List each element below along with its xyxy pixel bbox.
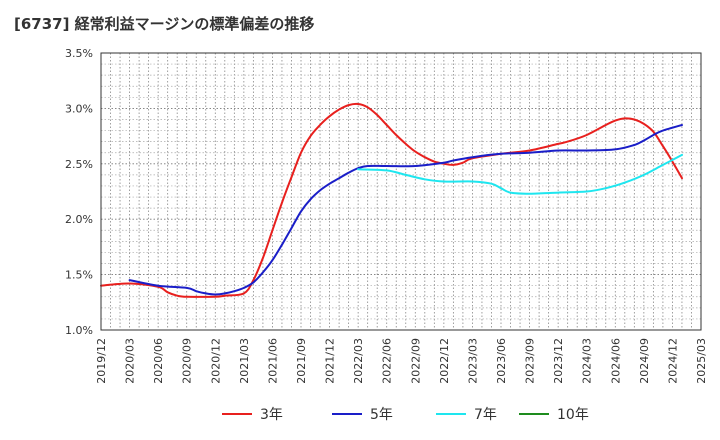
series-layer — [100, 102, 683, 298]
y-tick-label: 3.5% — [65, 47, 93, 60]
x-tick-label: 2021/12 — [324, 338, 337, 384]
x-tick-label: 2024/03 — [581, 338, 594, 384]
x-tick-label: 2023/09 — [524, 338, 537, 384]
y-tick-label: 2.0% — [65, 213, 93, 226]
series-line-5年 — [128, 124, 683, 296]
series-line-3年 — [100, 102, 683, 298]
y-tick-label: 1.0% — [65, 324, 93, 337]
x-tick-label: 2024/09 — [638, 338, 651, 384]
chart-title: [6737] 経常利益マージンの標準偏差の推移 — [14, 15, 315, 33]
x-tick-label: 2024/12 — [666, 338, 679, 384]
legend-label: 7年 — [474, 407, 497, 423]
x-tick-label: 2020/09 — [181, 338, 194, 384]
x-tick-label: 2020/06 — [152, 338, 165, 384]
x-tick-label: 2019/12 — [95, 338, 108, 384]
x-tick-label: 2024/06 — [609, 338, 622, 384]
x-tick-label: 2021/09 — [295, 338, 308, 384]
plot-frame — [100, 52, 702, 331]
y-axis: 1.0% 1.5% 2.0% 2.5% 3.0% 3.5% — [65, 47, 93, 337]
x-tick-label: 2020/12 — [209, 338, 222, 384]
y-tick-label: 3.0% — [65, 102, 93, 115]
legend: 3年 5年 7年 10年 — [222, 407, 589, 423]
x-tick-label: 2023/06 — [495, 338, 508, 384]
x-tick-label: 2025/03 — [695, 338, 708, 384]
x-tick-label: 2023/03 — [466, 338, 479, 384]
x-tick-label: 2023/12 — [552, 338, 565, 384]
legend-label: 10年 — [557, 407, 589, 423]
x-tick-label: 2021/06 — [266, 338, 279, 384]
legend-label: 5年 — [370, 407, 393, 423]
y-tick-label: 2.5% — [65, 158, 93, 171]
y-tick-label: 1.5% — [65, 269, 93, 282]
x-tick-label: 2020/03 — [124, 338, 137, 384]
series-line-7年 — [357, 153, 683, 195]
x-tick-label: 2022/03 — [352, 338, 365, 384]
x-tick-label: 2022/09 — [409, 338, 422, 384]
x-tick-label: 2022/12 — [438, 338, 451, 384]
x-axis: 2019/12 2020/03 2020/06 2020/09 2020/12 2021/… — [95, 338, 708, 384]
legend-label: 3年 — [260, 407, 283, 423]
x-tick-label: 2021/03 — [238, 338, 251, 384]
x-tick-label: 2022/06 — [381, 338, 394, 384]
